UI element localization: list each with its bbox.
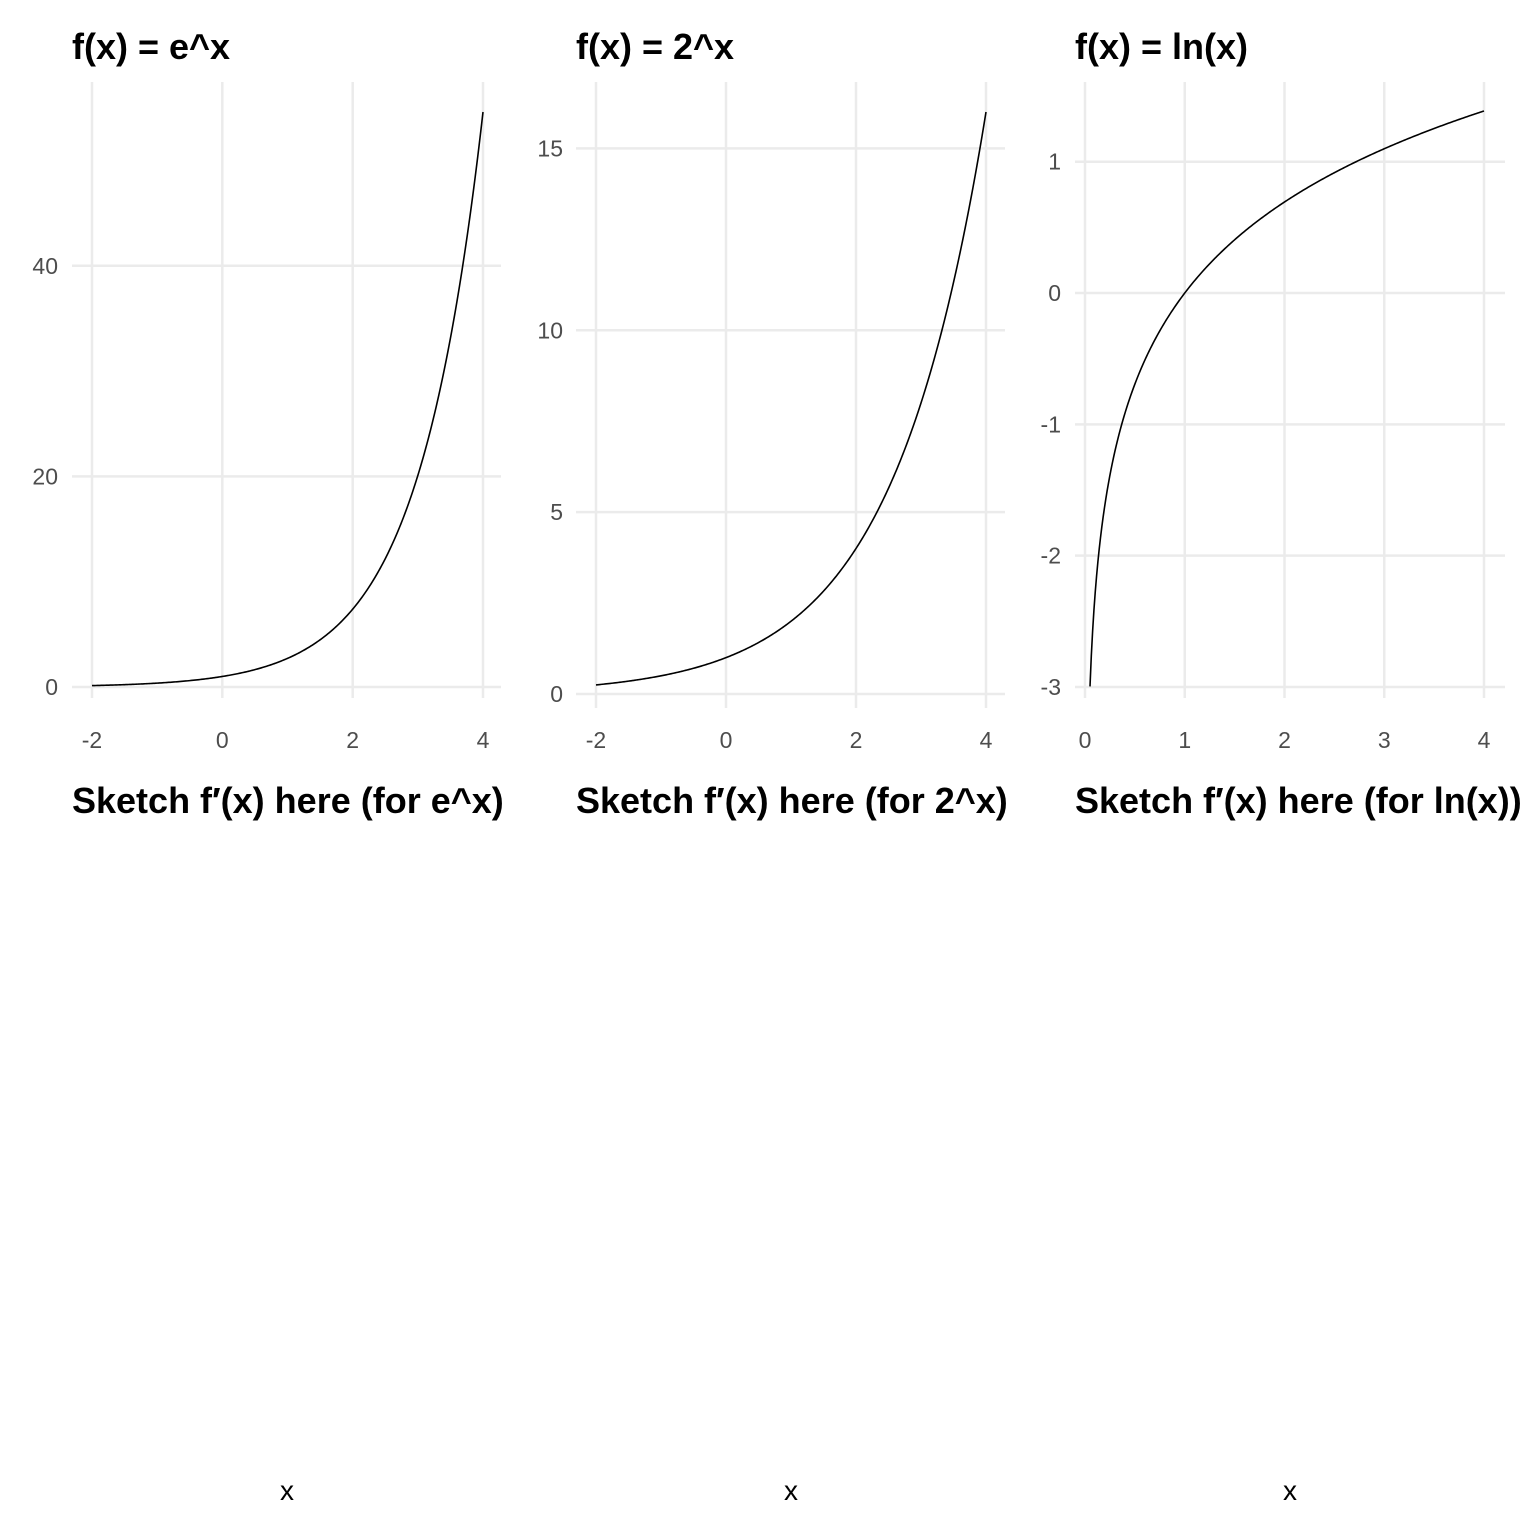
x-tick-label: 2 [850,727,863,753]
y-tick-label: 20 [32,463,58,489]
x-tick-label: 0 [216,727,229,753]
y-tick-label: 10 [537,317,563,343]
panel-title-ln: f(x) = ln(x) [1075,26,1248,67]
x-tick-label: -2 [82,727,102,753]
y-tick-label: 40 [32,253,58,279]
y-tick-label: -2 [1041,543,1061,569]
sketch-panel-exp: Sketch f′(x) here (for e^x) x [72,780,504,1506]
tick-labels-ln: 0 1 2 3 4 -3 -2 -1 0 1 [1041,149,1491,753]
sketch-title-pow2: Sketch f′(x) here (for 2^x) [576,780,1008,821]
x-tick-label: 3 [1378,727,1391,753]
sketch-xlabel-ln: x [1283,1475,1297,1506]
gridlines-exp [72,82,501,698]
sketch-panel-pow2: Sketch f′(x) here (for 2^x) x [576,780,1008,1506]
y-tick-label: 15 [537,135,563,161]
sketch-panel-ln: Sketch f′(x) here (for ln(x)) x [1075,780,1522,1506]
x-tick-label: -2 [586,727,606,753]
curve-ln [1089,110,1485,687]
sketch-xlabel-exp: x [280,1475,294,1506]
panel-pow2: f(x) = 2^x -2 0 2 4 0 5 10 15 [537,26,1005,753]
y-tick-label: -1 [1041,411,1061,437]
y-tick-label: 1 [1048,149,1061,175]
y-tick-label: -3 [1041,674,1061,700]
x-tick-label: 2 [1278,727,1291,753]
sketch-xlabel-pow2: x [784,1475,798,1506]
sketch-title-ln: Sketch f′(x) here (for ln(x)) [1075,780,1522,821]
panel-title-pow2: f(x) = 2^x [576,26,734,67]
y-tick-label: 0 [45,674,58,700]
x-tick-label: 2 [346,727,359,753]
panel-title-exp: f(x) = e^x [72,26,230,67]
tick-labels-pow2: -2 0 2 4 0 5 10 15 [537,135,992,753]
x-tick-label: 4 [980,727,993,753]
y-tick-label: 0 [550,681,563,707]
y-tick-label: 5 [550,499,563,525]
x-tick-label: 4 [1478,727,1491,753]
x-tick-label: 4 [477,727,490,753]
sketch-title-exp: Sketch f′(x) here (for e^x) [72,780,504,821]
y-tick-label: 0 [1048,280,1061,306]
panel-ln: f(x) = ln(x) 0 1 2 3 4 -3 -2 -1 0 1 [1041,26,1505,753]
x-tick-label: 0 [720,727,733,753]
curve-exp [91,111,484,687]
gridlines-ln [1075,82,1505,698]
curve-pow2 [595,111,987,686]
x-tick-label: 1 [1178,727,1191,753]
gridlines-pow2 [576,82,1005,708]
x-tick-label: 0 [1079,727,1092,753]
